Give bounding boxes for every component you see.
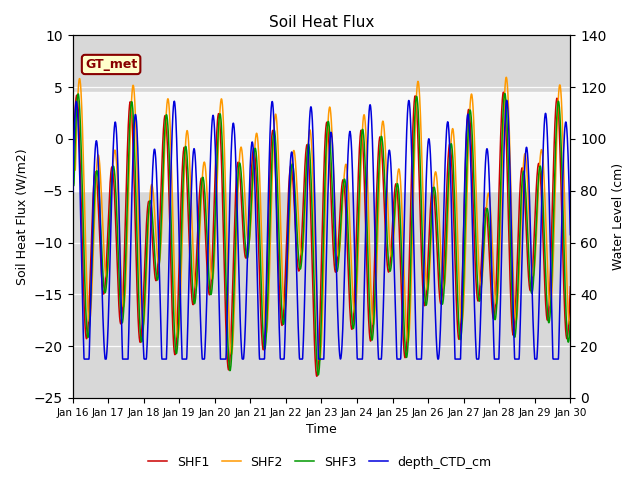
depth_CTD_cm — [311, 200, 319, 206]
SHF3 — [552, 122, 560, 128]
Line: SHF2: SHF2 — [72, 77, 570, 360]
SHF2 — [316, 358, 323, 363]
SHF1 — [552, 100, 560, 106]
SHF1 — [566, 284, 574, 289]
SHF1 — [499, 89, 507, 95]
SHF2 — [566, 320, 574, 326]
SHF3 — [501, 91, 509, 96]
SHF3 — [311, 298, 319, 304]
SHF3 — [94, 173, 102, 179]
SHF1 — [298, 241, 305, 247]
Title: Soil Heat Flux: Soil Heat Flux — [269, 15, 374, 30]
SHF1 — [461, 186, 468, 192]
SHF3 — [314, 372, 322, 378]
SHF3 — [566, 319, 574, 325]
SHF3 — [552, 129, 560, 134]
SHF1 — [313, 373, 321, 379]
Text: GT_met: GT_met — [85, 58, 137, 71]
Bar — [72, 92, 570, 191]
X-axis label: Time: Time — [306, 423, 337, 436]
SHF2 — [298, 252, 305, 258]
depth_CTD_cm — [94, 158, 102, 164]
SHF2 — [311, 231, 319, 237]
depth_CTD_cm — [68, 190, 76, 195]
depth_CTD_cm — [552, 356, 560, 362]
Line: depth_CTD_cm: depth_CTD_cm — [72, 100, 570, 359]
depth_CTD_cm — [552, 356, 560, 362]
SHF2 — [68, 167, 76, 173]
SHF1 — [311, 343, 319, 349]
SHF3 — [68, 183, 76, 189]
SHF1 — [94, 195, 102, 201]
SHF1 — [68, 184, 76, 190]
depth_CTD_cm — [81, 356, 88, 362]
Legend: SHF1, SHF2, SHF3, depth_CTD_cm: SHF1, SHF2, SHF3, depth_CTD_cm — [143, 451, 497, 474]
SHF3 — [461, 239, 468, 245]
SHF2 — [94, 153, 102, 158]
depth_CTD_cm — [461, 177, 468, 182]
Line: SHF3: SHF3 — [72, 94, 570, 375]
Line: SHF1: SHF1 — [72, 92, 570, 376]
depth_CTD_cm — [298, 356, 305, 362]
SHF2 — [552, 156, 560, 161]
Y-axis label: Soil Heat Flux (W/m2): Soil Heat Flux (W/m2) — [15, 148, 28, 285]
SHF2 — [552, 147, 560, 153]
Y-axis label: Water Level (cm): Water Level (cm) — [612, 163, 625, 270]
SHF2 — [461, 272, 468, 278]
depth_CTD_cm — [566, 232, 574, 238]
SHF1 — [552, 97, 560, 103]
depth_CTD_cm — [503, 97, 511, 103]
SHF3 — [298, 261, 305, 266]
SHF2 — [502, 74, 510, 80]
